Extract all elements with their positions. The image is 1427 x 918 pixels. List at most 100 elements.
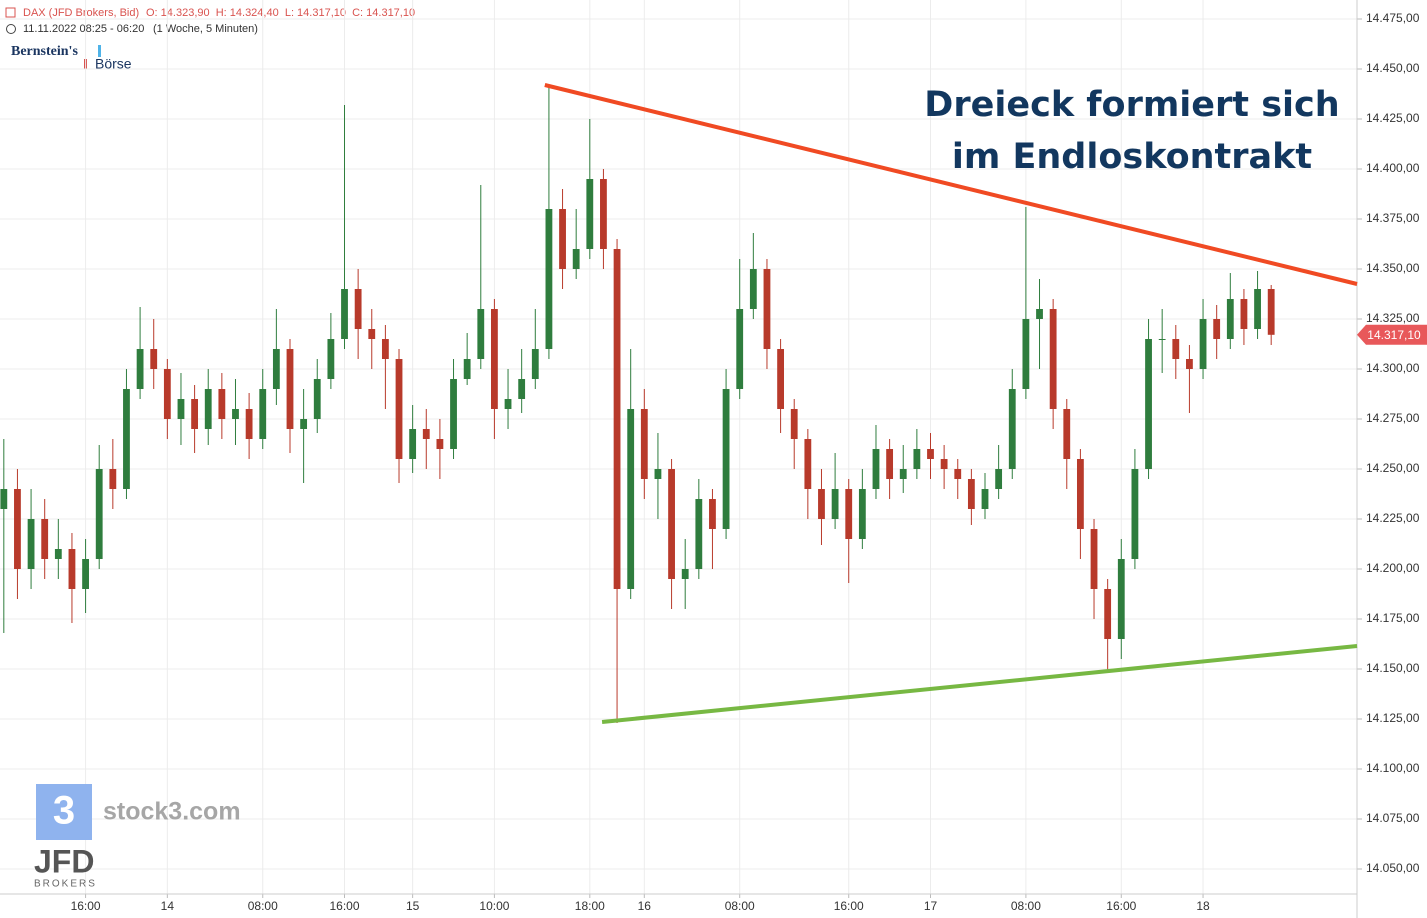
annotation: Dreieck formiert sich	[924, 85, 1339, 125]
y-tick-label: 14.125,00	[1366, 711, 1420, 725]
y-tick-label: 14.475,00	[1366, 11, 1420, 25]
candle-body	[368, 329, 376, 339]
candle-body	[736, 309, 744, 389]
candle-body	[967, 479, 975, 509]
candle-body	[422, 429, 430, 439]
candle-body	[313, 379, 321, 419]
candle-body	[845, 489, 853, 539]
candle-body	[409, 429, 417, 459]
x-tick-label: 16:00	[1106, 899, 1136, 913]
candle-body	[14, 489, 21, 569]
candle-body	[163, 369, 171, 419]
candle-body	[204, 389, 212, 429]
jfd-text: JFD	[34, 843, 94, 879]
candle-body	[858, 489, 866, 539]
candle-body	[1186, 359, 1193, 369]
candle-body	[899, 469, 907, 479]
logo-boerse: Börse	[95, 56, 132, 72]
candle-body	[1172, 339, 1180, 359]
candle-body	[804, 439, 812, 489]
y-tick-label: 14.250,00	[1366, 461, 1420, 475]
candle-body	[1063, 409, 1071, 459]
candle-body	[1008, 389, 1016, 469]
header: DAX (JFD Brokers, Bid) O: 14.323,90 H: 1…	[5, 7, 415, 72]
x-tick-label: 17	[924, 899, 938, 913]
y-tick-label: 14.225,00	[1366, 511, 1420, 525]
x-tick-label: 16	[638, 899, 652, 913]
candle-body	[600, 179, 607, 249]
candle-body	[381, 339, 389, 359]
y-tick-label: 14.150,00	[1366, 661, 1420, 675]
candle-body	[300, 419, 308, 429]
candle-body	[722, 389, 730, 529]
trendline	[544, 83, 1358, 286]
x-tick-label: 14	[161, 899, 175, 913]
candle-body	[927, 449, 934, 459]
x-tick-label: 15	[406, 899, 420, 913]
logo-mark	[98, 45, 101, 57]
candle-body	[177, 399, 185, 419]
candle-body	[886, 449, 894, 479]
candle-body	[232, 409, 239, 419]
candle-body	[1240, 299, 1248, 329]
watermark: 3 stock3.com JFD BROKERS	[34, 784, 241, 890]
candle-body	[1158, 339, 1166, 340]
candle-body	[559, 209, 566, 269]
candle-body	[68, 549, 76, 589]
candle-body	[1267, 289, 1275, 335]
y-tick-label: 14.050,00	[1366, 861, 1420, 875]
candle-body	[218, 389, 226, 419]
candle-body	[681, 569, 689, 579]
stock3-text: stock3.com	[103, 798, 241, 826]
candle-body	[1036, 309, 1043, 319]
candle-body	[572, 249, 580, 269]
candle-body	[1090, 529, 1098, 589]
candle-body	[940, 459, 948, 469]
ohlc: O: 14.323,90 H: 14.324,40 L: 14.317,10 C…	[146, 7, 415, 19]
candle-body	[695, 499, 703, 569]
candle-body	[341, 289, 348, 339]
candle-body	[95, 469, 103, 559]
candle-body	[1022, 319, 1030, 389]
candle-body	[136, 349, 144, 389]
y-tick-label: 14.100,00	[1366, 761, 1420, 775]
candle-body	[790, 409, 798, 439]
candle-body	[82, 559, 89, 589]
candle-body	[531, 349, 539, 379]
y-tick-label: 14.275,00	[1366, 411, 1420, 425]
candle-body	[954, 469, 962, 479]
candle-body	[327, 339, 335, 379]
x-tick-label: 08:00	[725, 899, 755, 913]
x-tick-label: 18:00	[575, 899, 605, 913]
y-tick-label: 14.175,00	[1366, 611, 1420, 625]
instrument: DAX (JFD Brokers, Bid)	[23, 7, 139, 19]
y-tick-label: 14.375,00	[1366, 211, 1420, 225]
y-tick-label: 14.300,00	[1366, 361, 1420, 375]
x-tick-label: 18	[1196, 899, 1210, 913]
candle-body	[627, 409, 635, 589]
candle-body	[450, 379, 457, 449]
y-tick-label: 14.425,00	[1366, 111, 1420, 125]
candle-body	[150, 349, 158, 369]
interval: (1 Woche, 5 Minuten)	[153, 23, 258, 35]
candle-body	[41, 519, 49, 559]
candle-body	[1117, 559, 1125, 639]
x-tick-label: 16:00	[71, 899, 101, 913]
candle-body	[1254, 289, 1261, 329]
y-tick-label: 14.350,00	[1366, 261, 1420, 275]
candle-body	[191, 399, 199, 429]
candle-body	[504, 399, 512, 409]
candle-body	[654, 469, 662, 479]
y-tick-label: 14.450,00	[1366, 61, 1420, 75]
instrument-icon	[5, 7, 16, 18]
candle-body	[286, 349, 294, 429]
trendline	[601, 644, 1358, 724]
candle-body	[818, 489, 825, 519]
brokers-text: BROKERS	[34, 879, 97, 890]
candle-body	[245, 409, 253, 439]
candle-body	[1049, 309, 1057, 409]
candle-body	[395, 359, 403, 459]
